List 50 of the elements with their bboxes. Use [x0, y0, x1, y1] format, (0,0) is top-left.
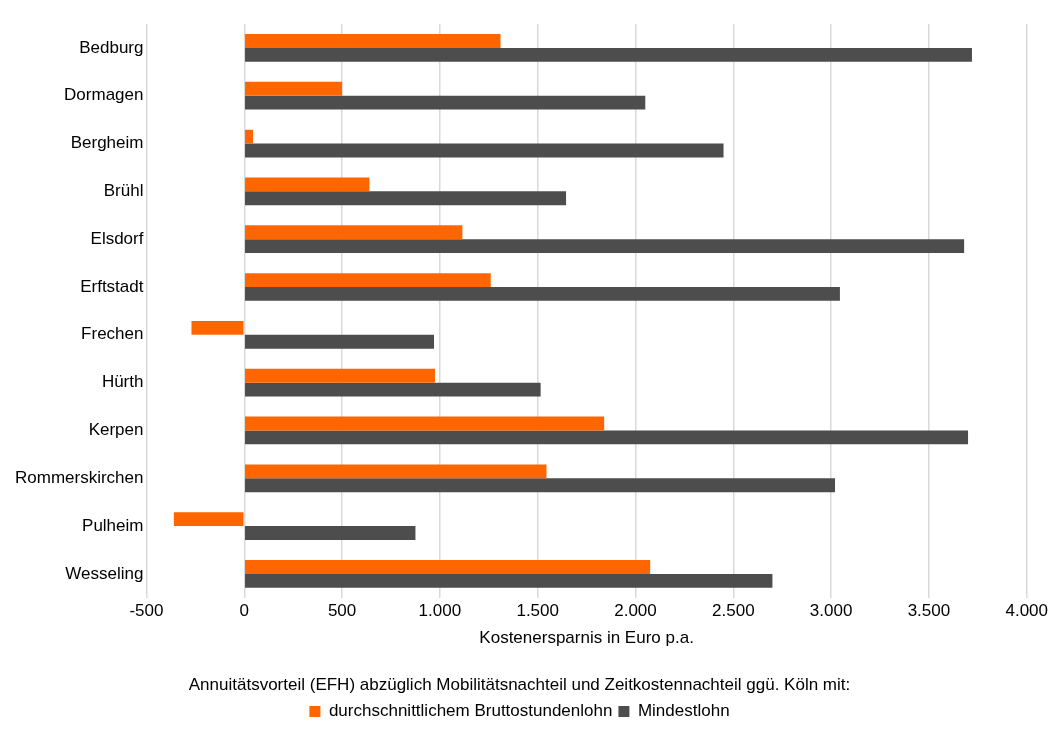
legend-label: durchschnittlichem Bruttostundenlohn [328, 701, 613, 721]
bar [245, 573, 773, 588]
bar [245, 526, 416, 540]
y-tick-label: Hürth [101, 372, 144, 392]
y-tick-label: Rommerskirchen [14, 467, 144, 487]
bar [245, 286, 840, 301]
legend-label: Mindestlohn [637, 701, 730, 721]
x-tick-label: 500 [327, 600, 357, 620]
y-tick-label: Pulheim [82, 515, 144, 535]
x-tick-label: 4.000 [1005, 600, 1048, 620]
x-tick-label: 1.500 [516, 600, 559, 620]
bar [173, 512, 244, 527]
bar [245, 368, 435, 383]
bar [245, 416, 605, 431]
bar [245, 430, 969, 445]
bar [245, 464, 547, 479]
bar [245, 273, 491, 287]
x-tick-label: -500 [129, 600, 164, 620]
bar [245, 191, 567, 206]
legend-title: Annuitätsvorteil (EFH) abzüglich Mobilitätsnachteil und Zeitkostennachteil ggü. Köln mit: [188, 674, 851, 694]
bar [245, 34, 501, 48]
bar [191, 320, 244, 335]
y-tick-label: Wesseling [65, 563, 144, 583]
x-tick-label: 3.000 [809, 600, 853, 620]
y-tick-label: Dormagen [64, 85, 144, 105]
x-tick-label: 2.500 [712, 600, 755, 620]
bar [245, 239, 965, 254]
bar [245, 81, 343, 96]
bar [245, 95, 646, 110]
x-tick-label: 1.000 [418, 600, 462, 620]
bar [245, 478, 836, 493]
bar [245, 382, 541, 397]
y-tick-label: Bedburg [79, 37, 144, 57]
y-tick-label: Bergheim [70, 133, 144, 153]
bar [245, 560, 651, 574]
y-tick-label: Kerpen [88, 420, 144, 440]
bar [245, 143, 724, 158]
bar [245, 129, 254, 144]
bar [245, 225, 463, 240]
x-axis-title: Kostenersparnis in Euro p.a. [479, 628, 694, 648]
bar [245, 334, 435, 349]
x-tick-label: 2.000 [614, 600, 657, 620]
y-tick-label: Elsdorf [90, 228, 144, 248]
y-tick-label: Erftstadt [80, 276, 144, 296]
bar [245, 177, 370, 192]
x-tick-label: 3.500 [907, 600, 951, 620]
bar [245, 47, 972, 62]
y-tick-label: Brühl [103, 181, 144, 201]
x-tick-label: 0 [239, 600, 250, 620]
y-tick-label: Frechen [81, 324, 144, 344]
